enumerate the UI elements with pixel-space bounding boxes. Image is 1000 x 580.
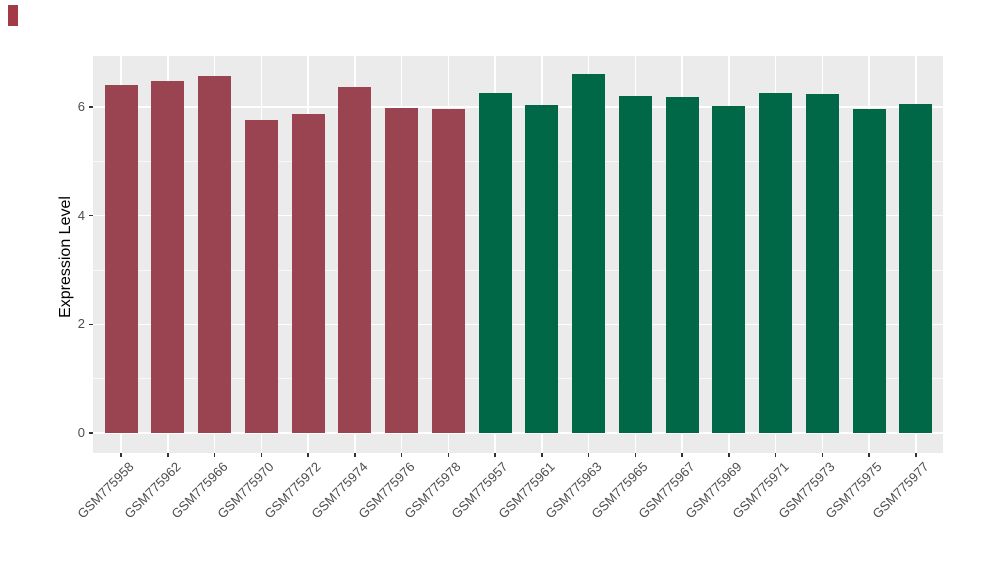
major-gridline bbox=[93, 214, 943, 217]
bar-GSM775974 bbox=[338, 86, 372, 433]
bar-GSM775969 bbox=[712, 105, 746, 433]
y-tick-label: 4 bbox=[77, 207, 85, 223]
x-tick-mark bbox=[167, 453, 169, 457]
x-tick-mark bbox=[260, 453, 262, 457]
minor-gridline bbox=[93, 378, 943, 380]
x-tick-mark bbox=[821, 453, 823, 457]
x-tick-mark bbox=[915, 453, 917, 457]
bar-GSM775967 bbox=[665, 97, 699, 433]
x-tick-mark bbox=[494, 453, 496, 457]
x-tick-mark bbox=[868, 453, 870, 457]
x-tick-mark bbox=[634, 453, 636, 457]
bar-GSM775971 bbox=[759, 93, 792, 433]
bar-GSM775961 bbox=[525, 104, 559, 433]
bar-GSM775973 bbox=[805, 93, 839, 433]
bar-GSM775976 bbox=[385, 108, 418, 433]
bar-GSM775958 bbox=[104, 85, 138, 433]
x-tick-mark bbox=[774, 453, 777, 457]
bar-GSM775978 bbox=[431, 108, 465, 433]
plot-panel bbox=[93, 56, 943, 453]
bar-GSM775966 bbox=[198, 75, 231, 433]
minor-gridline bbox=[93, 160, 943, 162]
y-tick-mark bbox=[89, 106, 93, 108]
major-gridline bbox=[93, 106, 943, 108]
y-tick-label: 0 bbox=[77, 425, 85, 440]
y-tick-label: 6 bbox=[77, 99, 85, 115]
major-gridline bbox=[93, 432, 943, 434]
x-tick-mark bbox=[213, 453, 216, 457]
bar-GSM775962 bbox=[151, 80, 185, 433]
corner-accent-mark bbox=[8, 5, 18, 26]
x-tick-mark bbox=[354, 453, 356, 457]
x-tick-mark bbox=[447, 453, 449, 457]
x-tick-mark bbox=[681, 453, 683, 457]
bar-GSM775972 bbox=[291, 113, 325, 433]
bar-GSM775970 bbox=[244, 120, 278, 433]
x-tick-mark bbox=[400, 453, 403, 457]
y-tick-mark bbox=[89, 214, 93, 217]
bar-GSM775965 bbox=[618, 95, 652, 433]
x-tick-mark bbox=[728, 453, 730, 457]
bar-GSM775957 bbox=[478, 93, 512, 433]
bar-GSM775977 bbox=[899, 103, 933, 433]
x-tick-mark bbox=[541, 453, 543, 457]
bar-GSM775963 bbox=[572, 74, 605, 433]
x-tick-mark bbox=[120, 453, 122, 457]
y-tick-mark bbox=[89, 323, 93, 326]
bar-GSM775975 bbox=[852, 109, 886, 433]
major-gridline bbox=[93, 323, 943, 326]
x-tick-mark bbox=[307, 453, 309, 457]
y-tick-mark bbox=[89, 432, 93, 434]
x-tick-mark bbox=[587, 453, 590, 457]
y-tick-label: 2 bbox=[77, 316, 85, 332]
minor-gridline bbox=[93, 269, 943, 271]
